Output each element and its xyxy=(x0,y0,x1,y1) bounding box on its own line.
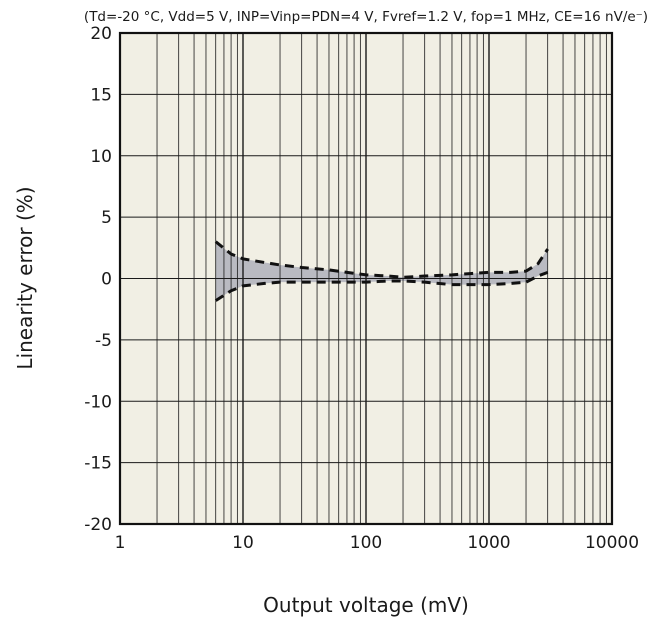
y-tick-label: -15 xyxy=(84,454,112,474)
y-tick-label: -5 xyxy=(95,331,112,351)
plot-frame xyxy=(118,31,614,526)
x-tick-label: 1000 xyxy=(467,533,510,553)
grid xyxy=(119,32,613,525)
x-tick-label: 1 xyxy=(115,533,126,553)
y-tick-label: 10 xyxy=(90,147,112,167)
y-tick-label: 15 xyxy=(90,85,112,105)
y-tick-label: -20 xyxy=(84,515,112,535)
y-tick-label: -10 xyxy=(84,392,112,412)
y-tick-label: 5 xyxy=(101,208,112,228)
x-tick-label: 10000 xyxy=(585,533,639,553)
error-band xyxy=(215,241,548,301)
upper-bound-line xyxy=(214,240,549,279)
y-tick-label: 20 xyxy=(90,24,112,44)
x-axis-title: Output voltage (mV) xyxy=(263,593,469,617)
y-axis-title: Linearity error (%) xyxy=(13,186,37,369)
x-tick-label: 10 xyxy=(232,533,254,553)
x-tick-label: 100 xyxy=(350,533,382,553)
chart-title: (Td=-20 °C, Vdd=5 V, INP=Vinp=PDN=4 V, F… xyxy=(84,9,648,25)
lower-bound-line xyxy=(214,270,549,302)
y-tick-label: 0 xyxy=(101,270,112,290)
